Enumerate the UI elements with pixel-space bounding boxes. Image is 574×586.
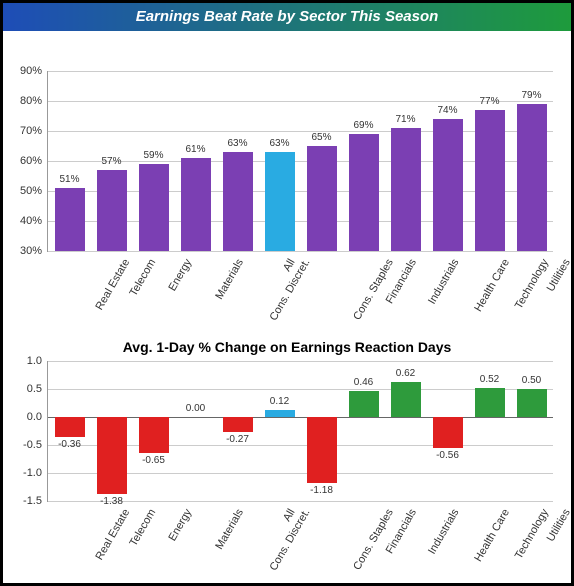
y-tick-label: 1.0: [27, 355, 48, 367]
bar: [433, 119, 463, 251]
y-tick-label: 90%: [20, 65, 48, 77]
bar-value-label: -0.56: [428, 450, 468, 461]
bar: [265, 152, 295, 251]
x-tick-label: Real Estate: [93, 507, 132, 562]
bar: [307, 417, 337, 483]
chart-frame: Earnings Beat Rate by Sector This Season…: [0, 0, 574, 586]
bar-value-label: -1.18: [302, 485, 342, 496]
bar: [97, 170, 127, 251]
bar-value-label: -0.36: [50, 439, 90, 450]
plot-region: -1.5-1.0-0.50.00.51.0-0.36-1.38-0.650.00…: [47, 361, 553, 502]
x-tick-label: Health Care: [472, 257, 512, 314]
x-tick-label: Materials: [213, 507, 246, 552]
bar-value-label: 65%: [302, 132, 342, 143]
x-tick-label: Industrials: [426, 257, 461, 306]
bar: [139, 417, 169, 453]
y-tick-label: 60%: [20, 155, 48, 167]
x-tick-label: Energy: [166, 507, 194, 543]
chart2-title: Avg. 1-Day % Change on Earnings Reaction…: [3, 339, 571, 355]
bar: [55, 417, 85, 437]
bar: [181, 158, 211, 251]
y-tick-label: 30%: [20, 245, 48, 257]
bar: [307, 146, 337, 251]
bar-value-label: 77%: [470, 96, 510, 107]
bar: [349, 134, 379, 251]
y-tick-label: 0.5: [27, 383, 48, 395]
y-tick-label: -0.5: [23, 439, 48, 451]
bar-value-label: 71%: [386, 114, 426, 125]
y-tick-label: 70%: [20, 125, 48, 137]
x-tick-label: Health Care: [472, 507, 512, 564]
bar-value-label: 57%: [92, 156, 132, 167]
y-tick-label: 0.0: [27, 411, 48, 423]
bar: [517, 389, 547, 417]
grid-line: [48, 251, 553, 252]
bar-value-label: 0.62: [386, 368, 426, 379]
y-tick-label: 80%: [20, 95, 48, 107]
plot-region: 30%40%50%60%70%80%90%51%57%59%61%63%63%6…: [47, 71, 553, 252]
grid-line: [48, 361, 553, 362]
bar-value-label: 0.12: [260, 396, 300, 407]
grid-line: [48, 71, 553, 72]
bar-value-label: 79%: [512, 90, 552, 101]
bar-value-label: 61%: [176, 144, 216, 155]
x-tick-label: Real Estate: [93, 257, 132, 312]
bar-value-label: 63%: [218, 138, 258, 149]
bar: [265, 410, 295, 417]
bar: [475, 110, 505, 251]
bar-value-label: 0.00: [176, 403, 216, 414]
bar-value-label: 0.52: [470, 374, 510, 385]
y-tick-label: 40%: [20, 215, 48, 227]
bar: [223, 152, 253, 251]
bar: [97, 417, 127, 494]
bar-value-label: 59%: [134, 150, 174, 161]
bar: [223, 417, 253, 432]
bar-value-label: -1.38: [92, 496, 132, 507]
bar-value-label: -0.65: [134, 455, 174, 466]
y-tick-label: -1.0: [23, 467, 48, 479]
bar-value-label: 69%: [344, 120, 384, 131]
bar: [391, 128, 421, 251]
bar-value-label: -0.27: [218, 434, 258, 445]
bar: [139, 164, 169, 251]
y-tick-label: 50%: [20, 185, 48, 197]
bar-value-label: 0.46: [344, 377, 384, 388]
y-tick-label: -1.5: [23, 495, 48, 507]
x-tick-label: Energy: [166, 257, 194, 293]
header-title: Earnings Beat Rate by Sector This Season: [3, 3, 571, 31]
bar: [433, 417, 463, 448]
bar: [475, 388, 505, 417]
bar-value-label: 51%: [50, 174, 90, 185]
bar: [349, 391, 379, 417]
x-tick-label: Technology: [512, 257, 550, 311]
bar: [55, 188, 85, 251]
bar-value-label: 74%: [428, 105, 468, 116]
bar: [391, 382, 421, 417]
x-tick-label: Technology: [512, 507, 550, 561]
x-tick-label: Materials: [213, 257, 246, 302]
x-tick-label: Industrials: [426, 507, 461, 556]
bar: [517, 104, 547, 251]
bar-value-label: 0.50: [512, 375, 552, 386]
bar-value-label: 63%: [260, 138, 300, 149]
